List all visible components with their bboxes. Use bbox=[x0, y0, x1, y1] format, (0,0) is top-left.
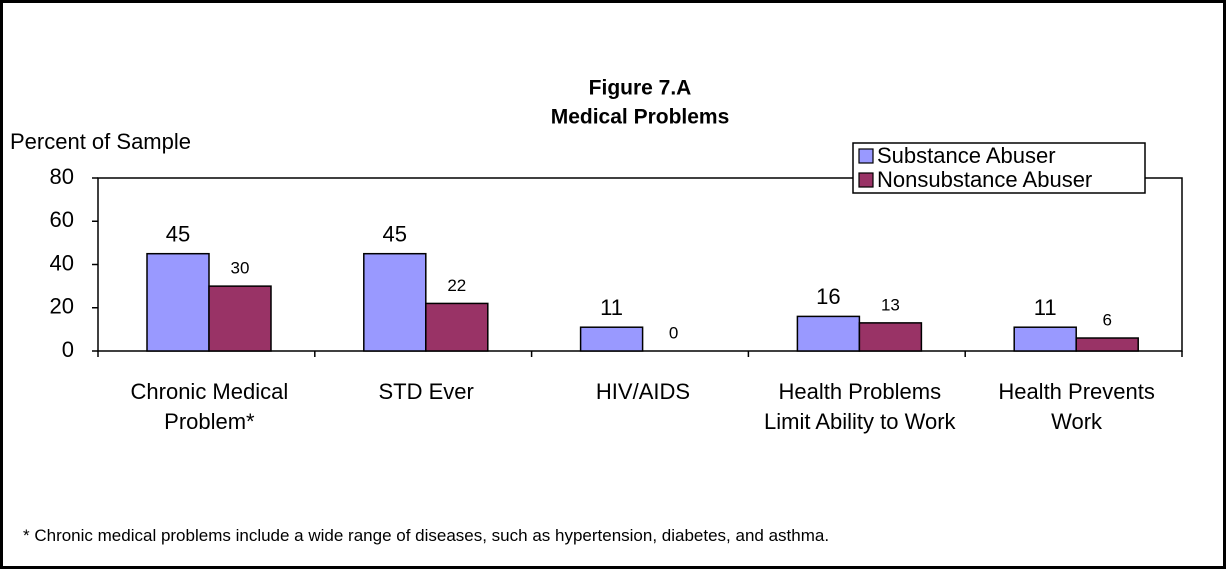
bar bbox=[796, 315, 861, 352]
y-tick-label: 60 bbox=[50, 207, 74, 232]
value-label: 45 bbox=[166, 222, 190, 247]
chart-subtitle: Medical Problems bbox=[551, 106, 730, 129]
y-axis-label: Percent of Sample bbox=[10, 129, 191, 154]
x-tick-label: Health Problems Limit Ability to Work bbox=[764, 379, 956, 434]
legend-swatch bbox=[858, 172, 874, 188]
x-tick-label: HIV/AIDS bbox=[595, 379, 691, 404]
x-tick-label: Chronic Medical Problem* bbox=[130, 379, 289, 434]
value-label: 11 bbox=[1034, 295, 1057, 320]
y-tick-label: 0 bbox=[62, 337, 74, 362]
bar bbox=[363, 252, 427, 352]
legend-label: Substance Abuser bbox=[877, 143, 1056, 168]
bar bbox=[425, 302, 489, 352]
legend-box bbox=[852, 142, 1146, 194]
y-tick-label: 80 bbox=[50, 164, 74, 189]
bar bbox=[1013, 326, 1077, 352]
value-label: 22 bbox=[447, 276, 466, 295]
footnote: * Chronic medical problems include a wid… bbox=[23, 526, 830, 545]
bar bbox=[146, 252, 210, 352]
bar bbox=[858, 322, 923, 352]
value-label: 45 bbox=[383, 222, 407, 247]
value-label: 0 bbox=[669, 323, 678, 342]
bar bbox=[579, 326, 644, 352]
x-tick-label: STD Ever bbox=[378, 379, 474, 404]
value-label: 6 bbox=[1102, 311, 1111, 330]
y-tick-label: 40 bbox=[50, 250, 74, 275]
x-tick-label: Health Prevents Work bbox=[998, 379, 1155, 434]
bar bbox=[208, 285, 272, 352]
value-label: 16 bbox=[816, 284, 840, 309]
legend-swatch bbox=[858, 148, 874, 164]
legend-label: Nonsubstance Abuser bbox=[877, 167, 1092, 192]
value-label: 13 bbox=[881, 295, 900, 314]
bar bbox=[1075, 337, 1139, 352]
chart: Figure 7.A Medical Problems Percent of S… bbox=[10, 77, 1183, 362]
y-tick-label: 20 bbox=[50, 294, 74, 319]
value-label: 11 bbox=[600, 295, 623, 320]
chart-title: Figure 7.A bbox=[589, 77, 692, 100]
value-label: 30 bbox=[231, 259, 250, 278]
